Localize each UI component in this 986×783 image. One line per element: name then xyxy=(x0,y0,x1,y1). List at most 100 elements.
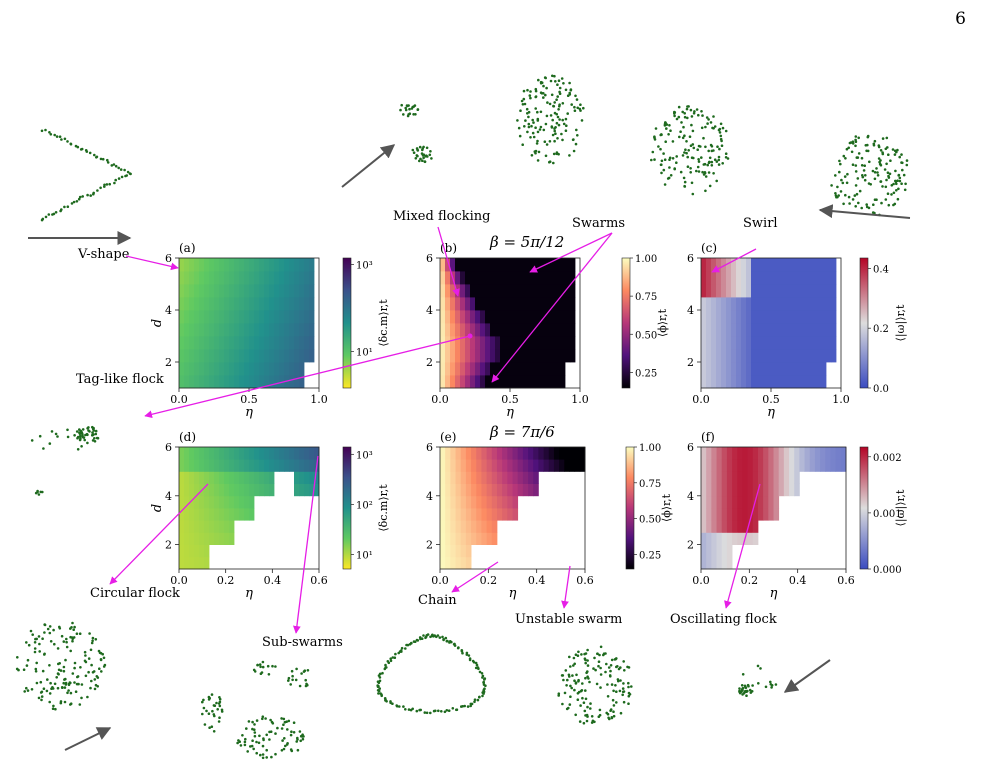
heatmap-cell xyxy=(742,495,749,509)
agent xyxy=(404,708,407,711)
agent xyxy=(685,151,688,155)
heatmap-cell xyxy=(737,471,743,484)
heatmap-cell xyxy=(179,447,185,460)
agent xyxy=(669,174,673,177)
agent xyxy=(610,716,614,719)
heatmap-cell xyxy=(756,258,762,272)
agent xyxy=(253,734,257,738)
agent xyxy=(290,730,293,733)
colorbar xyxy=(621,257,631,389)
heatmap-cell xyxy=(801,336,807,350)
heatmap-cell xyxy=(761,336,767,350)
agent xyxy=(393,656,397,659)
heatmap-cell xyxy=(794,459,800,472)
agent xyxy=(43,631,46,634)
agent xyxy=(721,126,725,130)
agent xyxy=(58,662,61,665)
heatmap-cell xyxy=(535,362,541,376)
heatmap-cell xyxy=(460,362,466,376)
heatmap-cell xyxy=(209,362,215,376)
agent xyxy=(749,691,753,694)
heatmap-cell xyxy=(486,459,493,472)
agent xyxy=(78,438,82,442)
agent xyxy=(69,142,73,146)
agent xyxy=(469,704,473,708)
agent xyxy=(48,442,52,445)
heatmap-cell xyxy=(701,447,707,460)
heatmap-cell xyxy=(811,323,817,337)
heatmap-cell xyxy=(706,447,712,460)
agent xyxy=(609,669,612,673)
heatmap-cell xyxy=(786,349,792,363)
heatmap-cell xyxy=(721,532,728,545)
heatmap-cell xyxy=(244,258,250,272)
heatmap-cell xyxy=(706,532,712,545)
agent xyxy=(709,121,713,124)
agent xyxy=(887,203,891,207)
heatmap-cell xyxy=(259,297,265,311)
agent xyxy=(622,700,626,704)
heatmap-cell xyxy=(741,323,747,337)
agent xyxy=(627,702,630,705)
heatmap-cell xyxy=(791,258,797,272)
motion-arrow xyxy=(818,204,911,219)
heatmap-cell xyxy=(701,483,707,497)
y-axis-label: d xyxy=(150,504,165,512)
heatmap-cell xyxy=(249,323,255,337)
heatmap-cell xyxy=(304,447,310,460)
heatmap-cell xyxy=(480,336,486,350)
heatmap-cell xyxy=(184,483,190,497)
heatmap-cell xyxy=(219,271,225,285)
snapshot-sub-swarms xyxy=(252,660,277,676)
agent xyxy=(481,694,484,698)
agent xyxy=(575,673,578,677)
heatmap-cell xyxy=(495,271,501,285)
heatmap-cell xyxy=(304,323,310,337)
heatmap-cell xyxy=(776,258,782,272)
heatmap-cell xyxy=(751,297,757,311)
heatmap-cell xyxy=(757,447,764,460)
heatmap-cell xyxy=(495,297,501,311)
heatmap-cell xyxy=(505,284,511,298)
agent xyxy=(872,203,875,206)
heatmap-cell xyxy=(194,520,200,533)
agent xyxy=(854,170,858,173)
agent xyxy=(857,201,860,205)
heatmap-cell xyxy=(816,323,822,337)
heatmap-cell xyxy=(274,310,280,324)
agent xyxy=(863,164,866,167)
agent xyxy=(673,167,676,171)
heatmap-cell xyxy=(806,323,812,337)
agent xyxy=(415,638,419,642)
heatmap-cell xyxy=(199,471,205,484)
agent xyxy=(681,154,685,157)
heatmap-cell xyxy=(194,544,200,558)
snapshot-v-shape xyxy=(40,172,132,222)
heatmap-cell xyxy=(786,284,792,298)
heatmap-cell xyxy=(778,483,785,497)
heatmap-cell xyxy=(747,495,754,509)
agent xyxy=(691,192,695,196)
heatmap-cell xyxy=(496,459,503,472)
heatmap-cell xyxy=(179,483,185,497)
colorbar xyxy=(859,446,869,570)
agent xyxy=(757,682,760,685)
heatmap-cell xyxy=(565,284,571,298)
agent xyxy=(62,640,66,643)
heatmap-cell xyxy=(786,323,792,337)
agent xyxy=(31,633,34,636)
agent xyxy=(521,143,524,146)
x-axis-label: η xyxy=(767,405,775,420)
agent xyxy=(58,625,61,629)
colorbar-tick-label: 0.001 xyxy=(873,509,902,520)
agent xyxy=(73,625,76,629)
heatmap-cell xyxy=(189,508,195,521)
heatmap-cell xyxy=(716,284,722,298)
heatmap-cell xyxy=(184,323,190,337)
agent xyxy=(584,697,588,701)
heatmap-cell xyxy=(219,520,225,533)
heatmap-cell xyxy=(485,362,491,376)
agent xyxy=(580,119,584,122)
heatmap-cell xyxy=(445,323,451,337)
